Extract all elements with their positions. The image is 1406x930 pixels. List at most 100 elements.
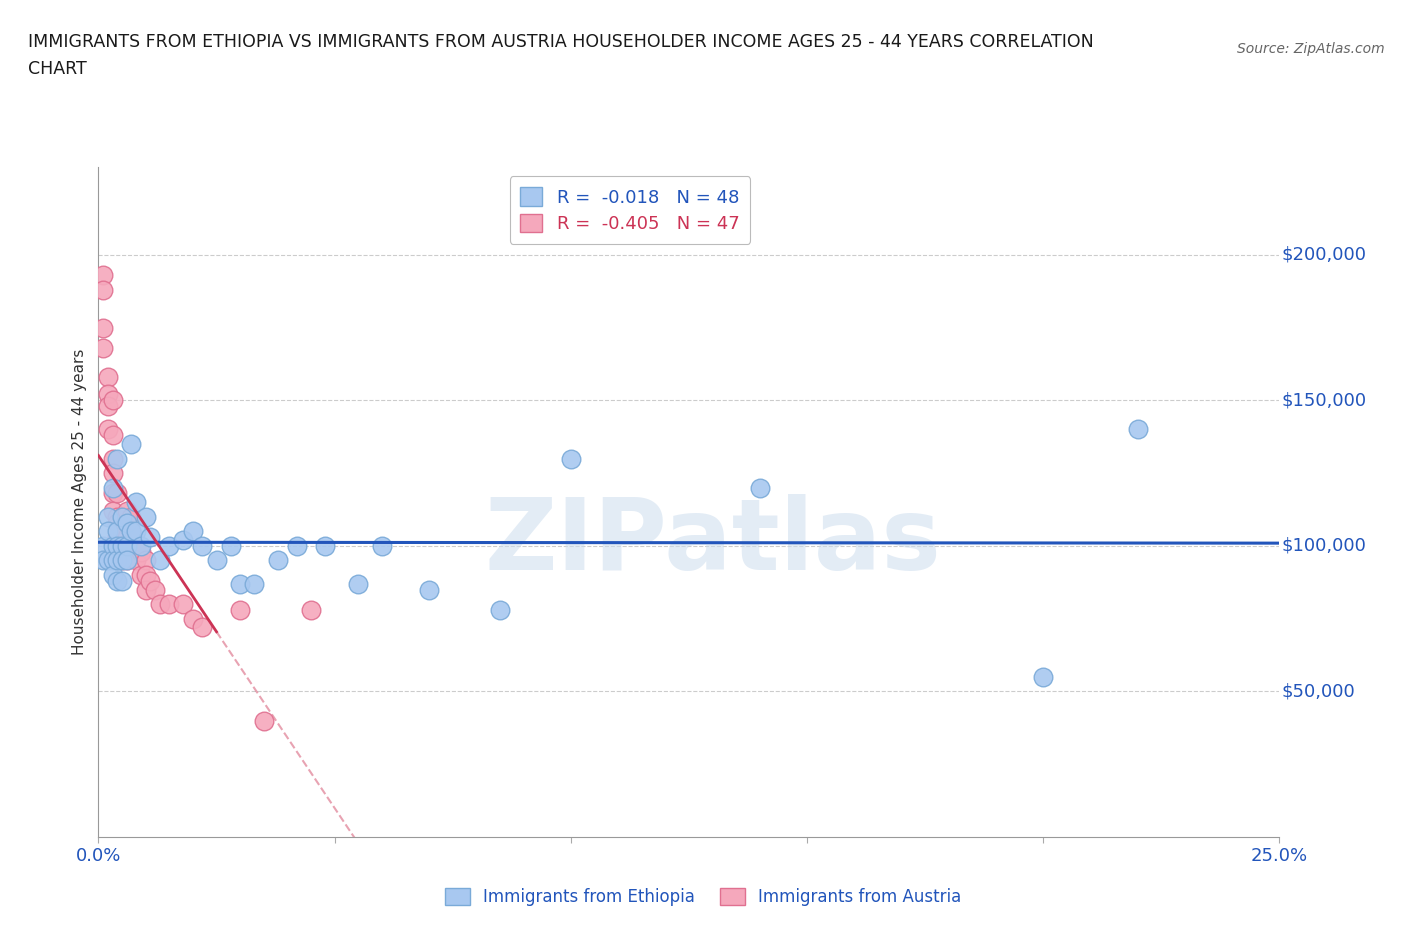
Point xyxy=(191,538,214,553)
Point xyxy=(91,282,114,297)
Point xyxy=(748,480,770,495)
Point xyxy=(243,577,266,591)
Point xyxy=(181,524,204,538)
Point xyxy=(121,524,143,538)
Point xyxy=(91,320,114,335)
Point xyxy=(219,538,242,553)
Point xyxy=(157,538,180,553)
Point xyxy=(135,567,157,582)
Point xyxy=(143,582,166,597)
Point xyxy=(111,553,134,568)
Point xyxy=(172,597,194,612)
Point xyxy=(121,436,143,451)
Point xyxy=(157,597,180,612)
Point xyxy=(115,538,138,553)
Point xyxy=(105,486,128,501)
Point xyxy=(105,553,128,568)
Point xyxy=(371,538,394,553)
Point xyxy=(135,582,157,597)
Text: ZIPatlas: ZIPatlas xyxy=(484,494,941,591)
Point xyxy=(1032,670,1054,684)
Text: $150,000: $150,000 xyxy=(1282,392,1367,409)
Point xyxy=(149,597,172,612)
Point xyxy=(101,553,124,568)
Point xyxy=(91,553,114,568)
Point xyxy=(105,515,128,530)
Point xyxy=(347,577,370,591)
Point xyxy=(299,603,322,618)
Point xyxy=(105,510,128,525)
Point xyxy=(560,451,582,466)
Text: $100,000: $100,000 xyxy=(1282,537,1367,555)
Point xyxy=(125,538,148,553)
Point xyxy=(115,553,138,568)
Point xyxy=(91,340,114,355)
Point xyxy=(115,503,138,518)
Point xyxy=(121,538,143,553)
Point xyxy=(111,524,134,538)
Point xyxy=(135,510,157,525)
Point xyxy=(115,530,138,545)
Point xyxy=(205,553,228,568)
Point xyxy=(129,544,152,559)
Text: IMMIGRANTS FROM ETHIOPIA VS IMMIGRANTS FROM AUSTRIA HOUSEHOLDER INCOME AGES 25 -: IMMIGRANTS FROM ETHIOPIA VS IMMIGRANTS F… xyxy=(28,33,1094,50)
Point xyxy=(91,268,114,283)
Point xyxy=(101,538,124,553)
Point xyxy=(97,369,120,384)
Text: Source: ZipAtlas.com: Source: ZipAtlas.com xyxy=(1237,42,1385,56)
Point xyxy=(125,495,148,510)
Text: $200,000: $200,000 xyxy=(1282,246,1367,264)
Legend: R =  -0.018   N = 48, R =  -0.405   N = 47: R = -0.018 N = 48, R = -0.405 N = 47 xyxy=(509,177,751,244)
Point xyxy=(139,530,162,545)
Text: $50,000: $50,000 xyxy=(1282,683,1355,700)
Point xyxy=(285,538,308,553)
Point xyxy=(121,510,143,525)
Point xyxy=(125,524,148,538)
Point xyxy=(1126,422,1149,437)
Point xyxy=(101,428,124,443)
Point xyxy=(111,553,134,568)
Point xyxy=(105,530,128,545)
Point xyxy=(229,577,252,591)
Text: CHART: CHART xyxy=(28,60,87,78)
Point xyxy=(105,574,128,589)
Legend: Immigrants from Ethiopia, Immigrants from Austria: Immigrants from Ethiopia, Immigrants fro… xyxy=(437,881,969,912)
Point xyxy=(121,524,143,538)
Point xyxy=(418,582,440,597)
Point xyxy=(105,524,128,538)
Point xyxy=(105,538,128,553)
Point xyxy=(111,574,134,589)
Point xyxy=(181,611,204,626)
Point xyxy=(191,620,214,635)
Point xyxy=(101,503,124,518)
Point xyxy=(115,515,138,530)
Point xyxy=(101,480,124,495)
Point xyxy=(101,451,124,466)
Point xyxy=(129,538,152,553)
Point xyxy=(101,466,124,481)
Point xyxy=(115,538,138,553)
Point xyxy=(135,553,157,568)
Point xyxy=(314,538,336,553)
Y-axis label: Householder Income Ages 25 - 44 years: Householder Income Ages 25 - 44 years xyxy=(72,349,87,656)
Point xyxy=(97,422,120,437)
Point xyxy=(115,515,138,530)
Point xyxy=(129,567,152,582)
Point xyxy=(105,451,128,466)
Point xyxy=(229,603,252,618)
Point xyxy=(97,524,120,538)
Point xyxy=(101,567,124,582)
Point xyxy=(149,553,172,568)
Point xyxy=(91,538,114,553)
Point xyxy=(111,538,134,553)
Point xyxy=(267,553,290,568)
Point xyxy=(115,553,138,568)
Point xyxy=(97,387,120,402)
Point xyxy=(97,510,120,525)
Point xyxy=(125,553,148,568)
Point xyxy=(111,538,134,553)
Point xyxy=(111,510,134,525)
Point xyxy=(172,533,194,548)
Point xyxy=(253,713,276,728)
Point xyxy=(111,510,134,525)
